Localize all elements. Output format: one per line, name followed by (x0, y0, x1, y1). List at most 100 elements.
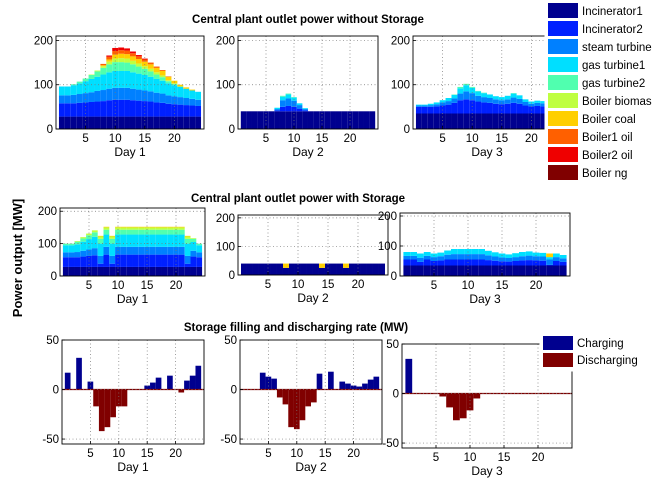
bar-boiler2-oil-h11 (118, 47, 125, 51)
bar-incinerator1-h14 (319, 267, 325, 275)
bar-gas-turbine2-h14 (135, 66, 142, 74)
bar-incinerator2-h3 (427, 106, 434, 114)
bar-incinerator1-h3 (427, 113, 434, 129)
bar-steam-turbine-h1 (62, 252, 69, 258)
bar-incinerator1-h14 (492, 113, 499, 129)
title-storage-rate: Storage filling and discharging rate (MW… (184, 322, 408, 334)
legend-swatch (548, 39, 578, 54)
bar-boiler-coal-h14 (319, 263, 325, 268)
x-tick-label: 15 (498, 452, 511, 464)
x-tick-label: 20 (344, 133, 357, 145)
bar-steam-turbine-h12 (302, 109, 308, 111)
bar-charging-h16 (328, 371, 334, 390)
bar-gas-turbine2-h7 (94, 71, 101, 77)
legend-label: Boiler ng (582, 168, 627, 180)
bar-steam-turbine-h12 (126, 246, 133, 255)
bar-boiler-coal-h8 (100, 65, 107, 67)
bar-boiler-coal-h19 (167, 226, 174, 228)
bar-incinerator1-h5 (430, 265, 438, 276)
bar-steam-turbine-h11 (296, 105, 303, 109)
bar-gas-turbine1-h16 (505, 254, 513, 258)
bar-steam-turbine-h10 (291, 100, 297, 107)
bar-gas-turbine2-h10 (469, 86, 476, 88)
bar-discharging-h11 (473, 393, 481, 399)
bar-gas-turbine2-h18 (161, 229, 168, 235)
bar-discharging-h10 (466, 393, 474, 411)
bar-steam-turbine-h14 (135, 89, 142, 101)
bar-discharging-h7 (98, 389, 105, 432)
bar-steam-turbine-h3 (417, 257, 424, 262)
bar-incinerator1-h2 (68, 266, 75, 276)
y-axis-label: Power output [MW] (10, 199, 25, 317)
bar-charging-h16 (150, 382, 156, 390)
x-axis-label: Day 3 (471, 145, 503, 159)
bars (240, 93, 376, 129)
bar-steam-turbine-h9 (457, 254, 465, 260)
bar-incinerator2-h3 (70, 103, 77, 117)
y-tick-label: 200 (34, 35, 53, 47)
bar-incinerator1-h13 (308, 111, 314, 129)
bar-incinerator1-h21 (177, 116, 184, 129)
legend-swatch (548, 3, 578, 18)
bar-incinerator2-h14 (491, 260, 499, 266)
bar-boiler-coal-h15 (144, 226, 150, 228)
bar-boiler-biomas-h15 (144, 227, 150, 230)
bar-boiler-biomas-h6 (91, 230, 98, 233)
bar-incinerator1-h6 (271, 263, 277, 275)
bar-boiler-biomas-h7 (97, 236, 104, 239)
bar-boiler-coal-h14 (138, 226, 145, 228)
bar-incinerator1-h13 (132, 266, 139, 276)
x-tick-label: 5 (265, 279, 271, 291)
bar-gas-turbine1-h24 (195, 91, 202, 100)
bar-boiler1-oil-h13 (130, 53, 136, 57)
bar-steam-turbine-h3 (427, 105, 434, 107)
bar-gas-turbine2-h11 (120, 229, 127, 235)
bar-incinerator1-h4 (257, 111, 264, 129)
bar-incinerator2-h12 (124, 99, 130, 117)
bar-steam-turbine-h16 (149, 246, 156, 255)
bar-incinerator2-h10 (112, 99, 119, 117)
bar-incinerator1-h4 (76, 116, 83, 129)
bar-incinerator2-h6 (445, 104, 452, 114)
bar-gas-turbine1-h2 (410, 252, 417, 256)
bar-boiler-biomas-h3 (74, 241, 81, 242)
bar-steam-turbine-h5 (82, 93, 89, 103)
x-axis-label: Day 1 (114, 145, 146, 159)
bar-charging-h19 (167, 375, 173, 390)
bar-incinerator1-h22 (358, 111, 364, 129)
bar-steam-turbine-h20 (528, 103, 535, 107)
bar-gas-turbine1-h12 (302, 108, 308, 110)
bar-boiler-biomas-h9 (106, 61, 113, 65)
bar-gas-turbine2-h20 (173, 229, 179, 235)
bar-incinerator1-h11 (471, 265, 479, 276)
chart-7: 5 10 15 20 -50 0 50 Day 1 (42, 335, 205, 474)
bar-steam-turbine-h9 (106, 88, 113, 101)
bar-incinerator1-h14 (491, 265, 499, 276)
bar-steam-turbine-h11 (120, 246, 127, 255)
bar-steam-turbine-h21 (178, 246, 185, 255)
bar-gas-turbine1-h21 (539, 252, 547, 257)
x-tick-label: 10 (462, 280, 475, 292)
bar-steam-turbine-h8 (451, 254, 458, 260)
bar-steam-turbine-h3 (74, 252, 81, 258)
bar-boiler-coal-h19 (165, 76, 172, 81)
bar-gas-turbine2-h8 (103, 229, 110, 235)
bar-incinerator1-h7 (274, 111, 280, 129)
bar-gas-turbine2-h19 (167, 229, 174, 235)
bar-boiler-coal-h12 (126, 226, 133, 228)
bar-gas-turbine1-h6 (445, 98, 452, 102)
bar-gas-turbine1-h3 (74, 244, 81, 253)
bar-steam-turbine-h23 (553, 257, 560, 261)
bar-gas-turbine1-h10 (112, 70, 119, 88)
bar-steam-turbine-h14 (138, 246, 145, 255)
bar-gas-turbine1-h19 (165, 83, 172, 96)
bar-gas-turbine1-h2 (421, 104, 428, 106)
bar-incinerator1-h3 (74, 266, 81, 276)
bar-incinerator1-h14 (135, 116, 142, 129)
bar-incinerator2-h16 (147, 101, 154, 117)
bar-incinerator2-h14 (135, 100, 142, 117)
bar-boiler-biomas-h8 (103, 227, 110, 230)
bar-incinerator1-h12 (124, 116, 130, 129)
bar-incinerator1-h20 (528, 113, 535, 129)
